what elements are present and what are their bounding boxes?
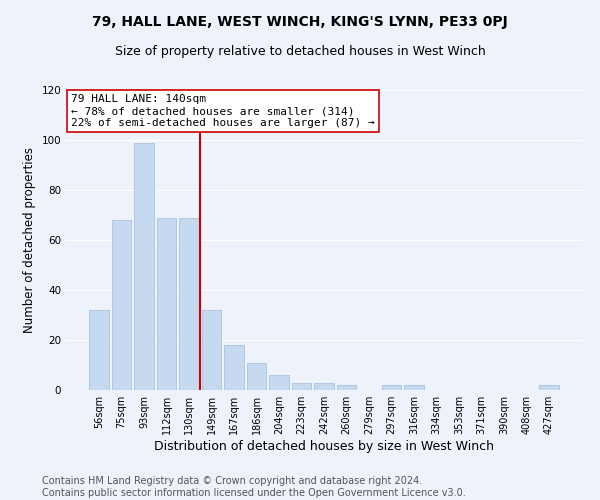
Text: 79, HALL LANE, WEST WINCH, KING'S LYNN, PE33 0PJ: 79, HALL LANE, WEST WINCH, KING'S LYNN, … (92, 15, 508, 29)
Y-axis label: Number of detached properties: Number of detached properties (23, 147, 36, 333)
Text: 79 HALL LANE: 140sqm
← 78% of detached houses are smaller (314)
22% of semi-deta: 79 HALL LANE: 140sqm ← 78% of detached h… (71, 94, 375, 128)
Bar (247, 362, 266, 390)
Bar (202, 310, 221, 390)
Bar (337, 385, 356, 390)
Bar (157, 218, 176, 390)
Bar (539, 385, 559, 390)
Bar (382, 385, 401, 390)
Bar (224, 345, 244, 390)
Bar (134, 142, 154, 390)
Bar (269, 375, 289, 390)
Bar (404, 385, 424, 390)
Bar (314, 382, 334, 390)
Text: Contains HM Land Registry data © Crown copyright and database right 2024.
Contai: Contains HM Land Registry data © Crown c… (42, 476, 466, 498)
Bar (292, 382, 311, 390)
Text: Size of property relative to detached houses in West Winch: Size of property relative to detached ho… (115, 45, 485, 58)
Bar (112, 220, 131, 390)
Bar (179, 218, 199, 390)
Bar (89, 310, 109, 390)
X-axis label: Distribution of detached houses by size in West Winch: Distribution of detached houses by size … (154, 440, 494, 453)
